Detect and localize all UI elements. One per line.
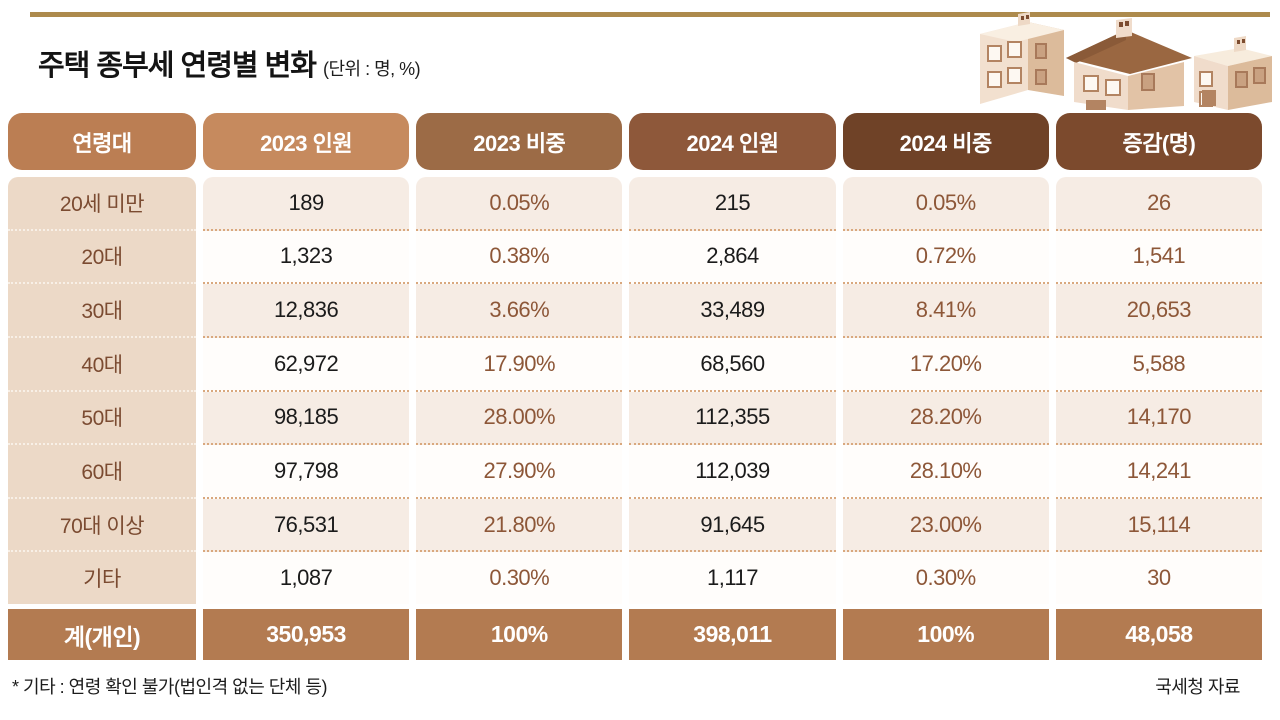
header-2023-share: 2023 비중 <box>416 113 623 170</box>
table-cell: 17.90% <box>416 337 623 392</box>
table-cell: 1,541 <box>1055 230 1262 285</box>
table-cell: 20,653 <box>1055 284 1262 338</box>
column-age: 연령대 20세 미만 20대 30대 40대 50대 60대 70대 이상 기타… <box>8 113 196 660</box>
tax-table: 연령대 20세 미만 20대 30대 40대 50대 60대 70대 이상 기타… <box>8 113 1262 660</box>
table-cell: 20대 <box>8 231 196 285</box>
table-cell: 0.30% <box>416 552 623 604</box>
table-cell: 215 <box>629 177 836 231</box>
column-2023-count: 2023 인원 189 1,323 12,836 62,972 98,185 9… <box>203 113 410 660</box>
column-2024-share: 2024 비중 0.05% 0.72% 8.41% 17.20% 28.20% … <box>842 113 1049 660</box>
table-cell: 0.05% <box>842 177 1049 231</box>
top-accent-rule <box>30 12 1270 17</box>
total-cell: 48,058 <box>1055 609 1262 660</box>
column-2024-count: 2024 인원 215 2,864 33,489 68,560 112,355 … <box>629 113 836 660</box>
header-diff: 증감(명) <box>1055 113 1262 170</box>
table-cell: 68,560 <box>629 337 836 392</box>
table-cell: 3.66% <box>416 284 623 338</box>
table-cell: 112,039 <box>629 445 836 499</box>
column-2023-share: 2023 비중 0.05% 0.38% 3.66% 17.90% 28.00% … <box>416 113 623 660</box>
column-2023-count-body: 189 1,323 12,836 62,972 98,185 97,798 76… <box>203 177 410 604</box>
header-2024-share: 2024 비중 <box>842 113 1049 170</box>
table-cell: 26 <box>1055 177 1262 231</box>
table-cell: 97,798 <box>203 445 410 499</box>
header-age: 연령대 <box>8 113 196 170</box>
total-cell: 100% <box>842 609 1049 660</box>
column-diff: 증감(명) 26 1,541 20,653 5,588 14,170 14,24… <box>1055 113 1262 660</box>
table-cell: 14,241 <box>1055 445 1262 499</box>
table-cell: 8.41% <box>842 284 1049 338</box>
total-cell: 계(개인) <box>8 609 196 660</box>
table-cell: 1,117 <box>629 552 836 604</box>
page-title: 주택 종부세 연령별 변화 <box>38 50 317 82</box>
table-cell: 0.30% <box>842 552 1049 604</box>
unit-label: (단위 : 명, %) <box>322 59 421 79</box>
houses-illustration <box>980 12 1272 110</box>
title-block: 주택 종부세 연령별 변화 (단위 : 명, %) <box>38 42 421 84</box>
total-cell: 100% <box>416 609 623 660</box>
table-cell: 40대 <box>8 338 196 392</box>
footnote: * 기타 : 연령 확인 불가(법인격 없는 단체 등) <box>12 677 327 697</box>
column-2023-share-body: 0.05% 0.38% 3.66% 17.90% 28.00% 27.90% 2… <box>416 177 623 604</box>
table-cell: 28.10% <box>842 445 1049 499</box>
table-cell: 21.80% <box>416 498 623 553</box>
table-cell: 50대 <box>8 392 196 446</box>
table-cell: 28.20% <box>842 391 1049 446</box>
table-cell: 14,170 <box>1055 391 1262 446</box>
column-age-body: 20세 미만 20대 30대 40대 50대 60대 70대 이상 기타 <box>8 177 196 604</box>
table-cell: 189 <box>203 177 410 231</box>
table-cell: 30대 <box>8 284 196 338</box>
table-cell: 0.05% <box>416 177 623 231</box>
table-cell: 0.72% <box>842 230 1049 285</box>
table-cell: 17.20% <box>842 337 1049 392</box>
table-cell: 27.90% <box>416 445 623 499</box>
header-2024-count: 2024 인원 <box>629 113 836 170</box>
total-cell: 350,953 <box>203 609 410 660</box>
column-diff-body: 26 1,541 20,653 5,588 14,170 14,241 15,1… <box>1055 177 1262 604</box>
column-2024-count-body: 215 2,864 33,489 68,560 112,355 112,039 … <box>629 177 836 604</box>
table-cell: 12,836 <box>203 284 410 338</box>
table-cell: 112,355 <box>629 391 836 446</box>
table-cell: 15,114 <box>1055 498 1262 553</box>
table-cell: 60대 <box>8 445 196 499</box>
header-2023-count: 2023 인원 <box>203 113 410 170</box>
total-cell: 398,011 <box>629 609 836 660</box>
table-cell: 0.38% <box>416 230 623 285</box>
table-cell: 기타 <box>83 568 121 592</box>
table-cell: 28.00% <box>416 391 623 446</box>
table-cell: 62,972 <box>203 337 410 392</box>
column-2024-share-body: 0.05% 0.72% 8.41% 17.20% 28.20% 28.10% 2… <box>842 177 1049 604</box>
table-cell: 98,185 <box>203 391 410 446</box>
table-cell: 20세 미만 <box>8 177 196 231</box>
table-cell: 23.00% <box>842 498 1049 553</box>
table-cell: 70대 이상 <box>8 499 196 553</box>
table-cell: 2,864 <box>629 230 836 285</box>
source-credit: 국세청 자료 <box>1155 677 1240 697</box>
table-cell: 1,323 <box>203 230 410 285</box>
table-cell: 91,645 <box>629 498 836 553</box>
table-cell: 76,531 <box>203 498 410 553</box>
table-cell: 30 <box>1055 552 1262 604</box>
table-cell: 33,489 <box>629 284 836 338</box>
table-cell: 1,087 <box>203 552 410 604</box>
table-cell: 5,588 <box>1055 337 1262 392</box>
